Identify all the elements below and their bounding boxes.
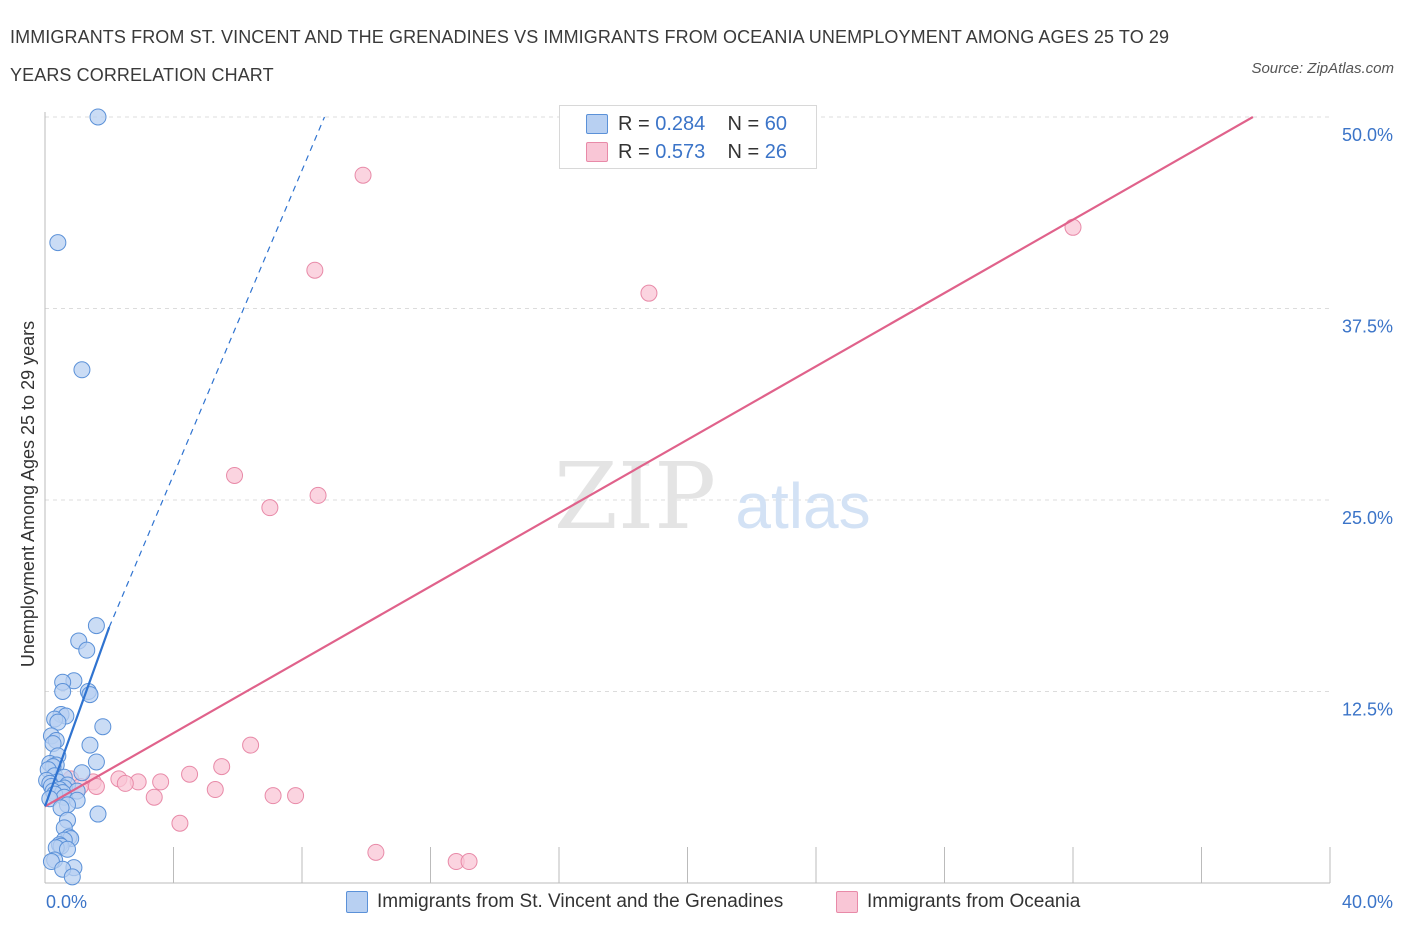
legend-swatch-series2	[586, 142, 608, 162]
point-series1	[94, 718, 112, 736]
gridlines: 12.5% 25.0% 37.5% 50.0%	[45, 116, 1393, 720]
source-label: Source: ZipAtlas.com	[1251, 60, 1394, 77]
point-series2	[181, 765, 199, 783]
bottom-legend-label-series2: Immigrants from Oceania	[867, 891, 1081, 912]
y-tick-label: 12.5%	[1342, 700, 1393, 720]
point-series1	[63, 868, 81, 886]
point-series2	[264, 787, 282, 805]
point-series2	[242, 736, 260, 754]
correlation-legend: R = 0.284 N = 60 R = 0.573 N = 26	[559, 105, 817, 169]
point-series1	[73, 764, 91, 782]
bottom-legend-swatch-series2	[836, 891, 858, 913]
point-series1	[87, 753, 105, 771]
legend-n-value-series2: 26	[764, 141, 788, 163]
point-series2	[460, 853, 478, 871]
point-series2	[261, 499, 279, 517]
point-series1	[89, 805, 107, 823]
point-series2	[640, 284, 658, 302]
trend-line-series2	[44, 116, 1254, 808]
trend-line-series1	[43, 626, 111, 807]
y-tick-label: 50.0%	[1342, 125, 1393, 145]
y-tick-label: 37.5%	[1342, 317, 1393, 337]
point-series2	[213, 758, 231, 776]
trend-line-series1-extension	[108, 116, 326, 628]
legend-r-value-series1: 0.284	[655, 113, 706, 135]
bottom-legend-swatch-series1	[346, 891, 368, 913]
axes	[44, 112, 1331, 884]
point-series2	[116, 774, 134, 792]
point-series1	[81, 736, 99, 754]
legend-swatch-series1	[586, 114, 608, 134]
point-series2	[206, 781, 224, 799]
point-series2	[171, 814, 189, 832]
watermark-atlas: atlas	[735, 470, 870, 542]
data-points	[38, 108, 1082, 886]
trend-lines	[43, 116, 1254, 808]
y-axis-label: Unemployment Among Ages 25 to 29 years	[18, 321, 38, 667]
legend-r-value-series2: 0.573	[655, 141, 706, 163]
point-series1	[89, 108, 107, 126]
point-series1	[78, 641, 96, 659]
legend-n-label: N =	[727, 141, 760, 163]
point-series2	[152, 773, 170, 791]
watermark: ZIP atlas	[554, 443, 871, 550]
x-tick-label-min: 0.0%	[46, 892, 87, 912]
legend-n-label: N =	[727, 113, 760, 135]
point-series2	[287, 787, 305, 805]
point-series2	[367, 843, 385, 861]
y-tick-label: 25.0%	[1342, 508, 1393, 528]
x-tick-label-max: 40.0%	[1342, 892, 1393, 912]
point-series1	[87, 617, 105, 635]
point-series2	[354, 166, 372, 184]
point-series1	[49, 713, 67, 731]
watermark-zip: ZIP	[554, 443, 716, 550]
point-series1	[49, 234, 67, 252]
point-series2	[306, 261, 324, 279]
point-series2	[309, 486, 327, 504]
bottom-legend-label-series1: Immigrants from St. Vincent and the Gren…	[377, 891, 784, 912]
point-series2	[226, 466, 244, 484]
chart-title: IMMIGRANTS FROM ST. VINCENT AND THE GREN…	[10, 27, 1170, 85]
point-series1	[54, 683, 72, 700]
legend-n-value-series1: 60	[764, 113, 788, 135]
legend-r-label: R =	[618, 113, 650, 135]
point-series2	[145, 788, 163, 806]
point-series1	[73, 361, 91, 379]
legend-r-label: R =	[618, 141, 650, 163]
point-series1	[58, 840, 76, 858]
